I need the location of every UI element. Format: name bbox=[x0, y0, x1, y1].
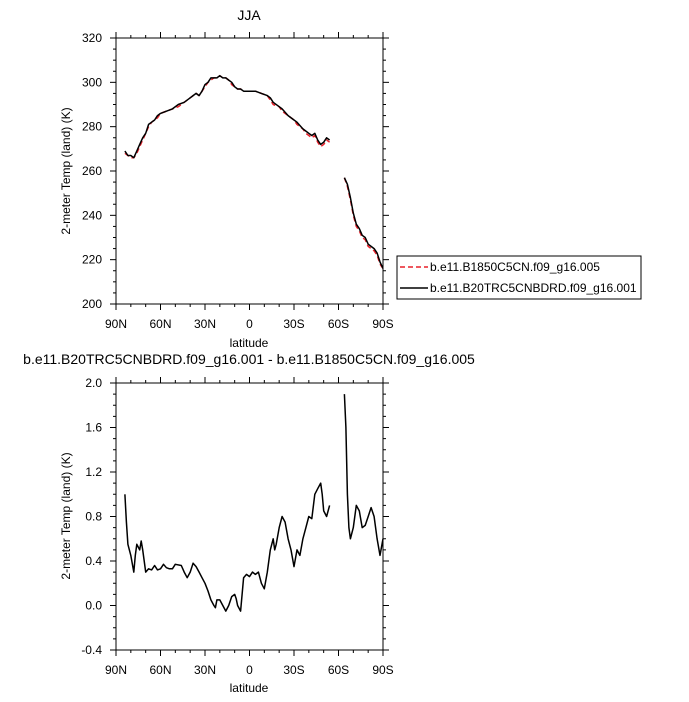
y-tick-label-top: 220 bbox=[82, 253, 102, 267]
y-tick-label-top: 240 bbox=[82, 208, 102, 222]
x-tick-label-top: 60S bbox=[328, 317, 349, 331]
y-tick-label-bottom: 1.2 bbox=[85, 465, 102, 479]
x-tick-label-top: 30S bbox=[283, 317, 304, 331]
x-tick-label-top: 60N bbox=[149, 317, 171, 331]
legend-label-experiment: b.e11.B20TRC5CNBDRD.f09_g16.001 bbox=[430, 281, 637, 295]
y-tick-label-bottom: 0.4 bbox=[85, 554, 102, 568]
y-tick-label-bottom: 0.0 bbox=[85, 599, 102, 613]
x-tick-label-top: 90S bbox=[372, 317, 393, 331]
x-axis-label-top: latitude bbox=[230, 336, 269, 350]
chart-title-bottom: b.e11.B20TRC5CNBDRD.f09_g16.001 - b.e11.… bbox=[23, 351, 475, 367]
x-tick-label-bottom: 90N bbox=[105, 663, 127, 677]
x-tick-label-top: 90N bbox=[105, 317, 127, 331]
plot-panel-top: 90N 60N 30N 0 30S 60S 90S 200 220 240 260 280 300 320 bbox=[82, 31, 394, 331]
y-tick-label-top: 200 bbox=[82, 297, 102, 311]
plot-frame-bottom bbox=[115, 382, 384, 651]
y-tick-label-top: 300 bbox=[82, 75, 102, 89]
plot-frame-top bbox=[115, 37, 384, 305]
plot-panel-bottom: 90N 60N 30N 0 30S 60S 90S -0.4 0.0 0.4 0.8 1.2 1.6 2.… bbox=[81, 376, 393, 677]
y-axis-label-bottom: 2-meter Temp (land) (K) bbox=[59, 452, 73, 579]
x-tick-label-bottom: 60S bbox=[328, 663, 349, 677]
x-tick-label-bottom: 60N bbox=[149, 663, 171, 677]
series-line-bottom-0-seg0 bbox=[124, 482, 331, 612]
series-line-bottom-0-seg1 bbox=[343, 394, 384, 557]
x-tick-label-bottom: 30N bbox=[194, 663, 216, 677]
x-tick-label-bottom: 30S bbox=[283, 663, 304, 677]
series-line-top-1-seg1 bbox=[343, 177, 384, 269]
legend: b.e11.B1850C5CN.f09_g16.005 b.e11.B20TRC… bbox=[396, 255, 642, 300]
legend-box bbox=[396, 255, 642, 300]
y-tick-label-top: 280 bbox=[82, 120, 102, 134]
y-tick-label-bottom: 1.6 bbox=[85, 421, 102, 435]
series-line-top-1-seg0 bbox=[124, 74, 331, 159]
x-axis-label-bottom: latitude bbox=[230, 681, 269, 695]
y-tick-label-top: 260 bbox=[82, 164, 102, 178]
y-tick-label-bottom: 0.8 bbox=[85, 510, 102, 524]
x-tick-label-bottom: 0 bbox=[246, 663, 253, 677]
x-tick-label-top: 0 bbox=[246, 317, 253, 331]
series-line-top-0-seg0 bbox=[124, 74, 331, 159]
legend-label-control: b.e11.B1850C5CN.f09_g16.005 bbox=[430, 260, 600, 274]
y-tick-label-top: 320 bbox=[82, 31, 102, 45]
chart-title-top: JJA bbox=[237, 7, 261, 23]
x-tick-label-bottom: 90S bbox=[372, 663, 393, 677]
y-tick-label-bottom: 2.0 bbox=[85, 376, 102, 390]
y-axis-label-top: 2-meter Temp (land) (K) bbox=[59, 107, 73, 234]
y-tick-label-bottom: -0.4 bbox=[81, 643, 102, 657]
x-tick-label-top: 30N bbox=[194, 317, 216, 331]
